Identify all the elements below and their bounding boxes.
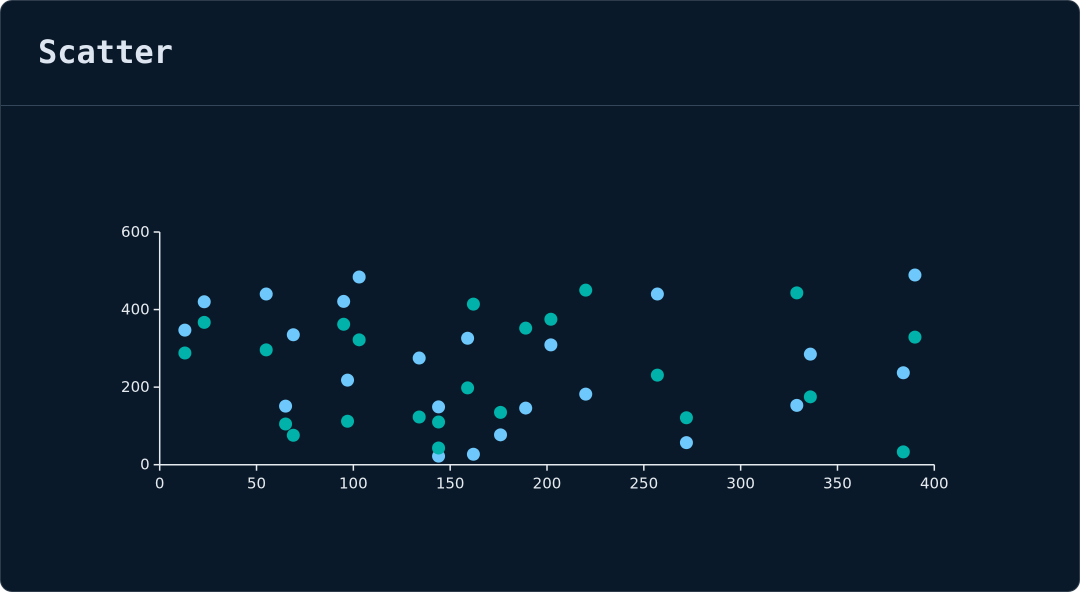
data-point-series-1 (461, 331, 475, 345)
y-tick-label: 600 (121, 223, 150, 241)
data-point-series-2 (286, 428, 300, 442)
data-point-series-1 (341, 373, 355, 387)
data-point-series-2 (908, 330, 922, 344)
x-tick-label: 200 (533, 475, 562, 493)
x-tick-label: 400 (920, 475, 949, 493)
data-point-series-2 (579, 283, 593, 297)
data-point-series-2 (279, 417, 293, 431)
x-tick-label: 250 (630, 475, 659, 493)
data-point-series-2 (803, 390, 817, 404)
data-point-series-1 (412, 351, 426, 365)
data-point-series-2 (494, 405, 508, 419)
data-point-series-1 (279, 399, 293, 413)
data-point-series-1 (352, 270, 366, 284)
data-point-series-2 (432, 415, 446, 429)
data-point-series-2 (352, 333, 366, 347)
data-point-series-1 (544, 338, 558, 352)
data-point-series-1 (679, 436, 693, 450)
data-point-series-2 (337, 317, 351, 331)
data-point-series-1 (197, 295, 211, 309)
data-point-series-2 (466, 297, 480, 311)
data-point-series-2 (896, 445, 910, 459)
y-tick-label: 0 (140, 456, 150, 474)
data-point-series-2 (412, 410, 426, 424)
data-point-series-1 (908, 268, 922, 282)
data-point-series-2 (432, 441, 446, 455)
data-point-series-1 (650, 287, 664, 301)
x-tick-label: 50 (247, 475, 266, 493)
data-point-series-2 (341, 414, 355, 428)
data-point-series-1 (259, 287, 273, 301)
x-tick-label: 350 (823, 475, 852, 493)
data-point-series-2 (197, 315, 211, 329)
y-tick-label: 200 (121, 378, 150, 396)
data-point-series-1 (519, 401, 533, 415)
data-point-series-1 (466, 447, 480, 461)
data-point-series-2 (259, 343, 273, 357)
data-point-series-2 (790, 286, 804, 300)
data-point-series-1 (896, 366, 910, 380)
x-tick-label: 300 (726, 475, 755, 493)
data-point-series-1 (432, 400, 446, 414)
data-point-series-2 (178, 346, 192, 360)
data-point-series-2 (519, 321, 533, 335)
card-header: Scatter (1, 1, 1079, 106)
data-point-series-1 (286, 328, 300, 342)
x-tick-label: 150 (436, 475, 465, 493)
data-point-series-2 (650, 368, 664, 382)
x-tick-label: 0 (155, 475, 165, 493)
data-point-series-2 (461, 381, 475, 395)
chart-title: Scatter (38, 33, 173, 71)
data-point-series-1 (803, 347, 817, 361)
data-point-series-1 (337, 294, 351, 308)
data-point-series-1 (579, 387, 593, 401)
y-tick-label: 400 (121, 301, 150, 319)
data-point-series-2 (679, 411, 693, 425)
data-point-series-1 (790, 398, 804, 412)
data-point-series-2 (544, 312, 558, 326)
data-point-series-1 (178, 323, 192, 337)
data-point-series-1 (494, 428, 508, 442)
x-tick-label: 100 (339, 475, 368, 493)
